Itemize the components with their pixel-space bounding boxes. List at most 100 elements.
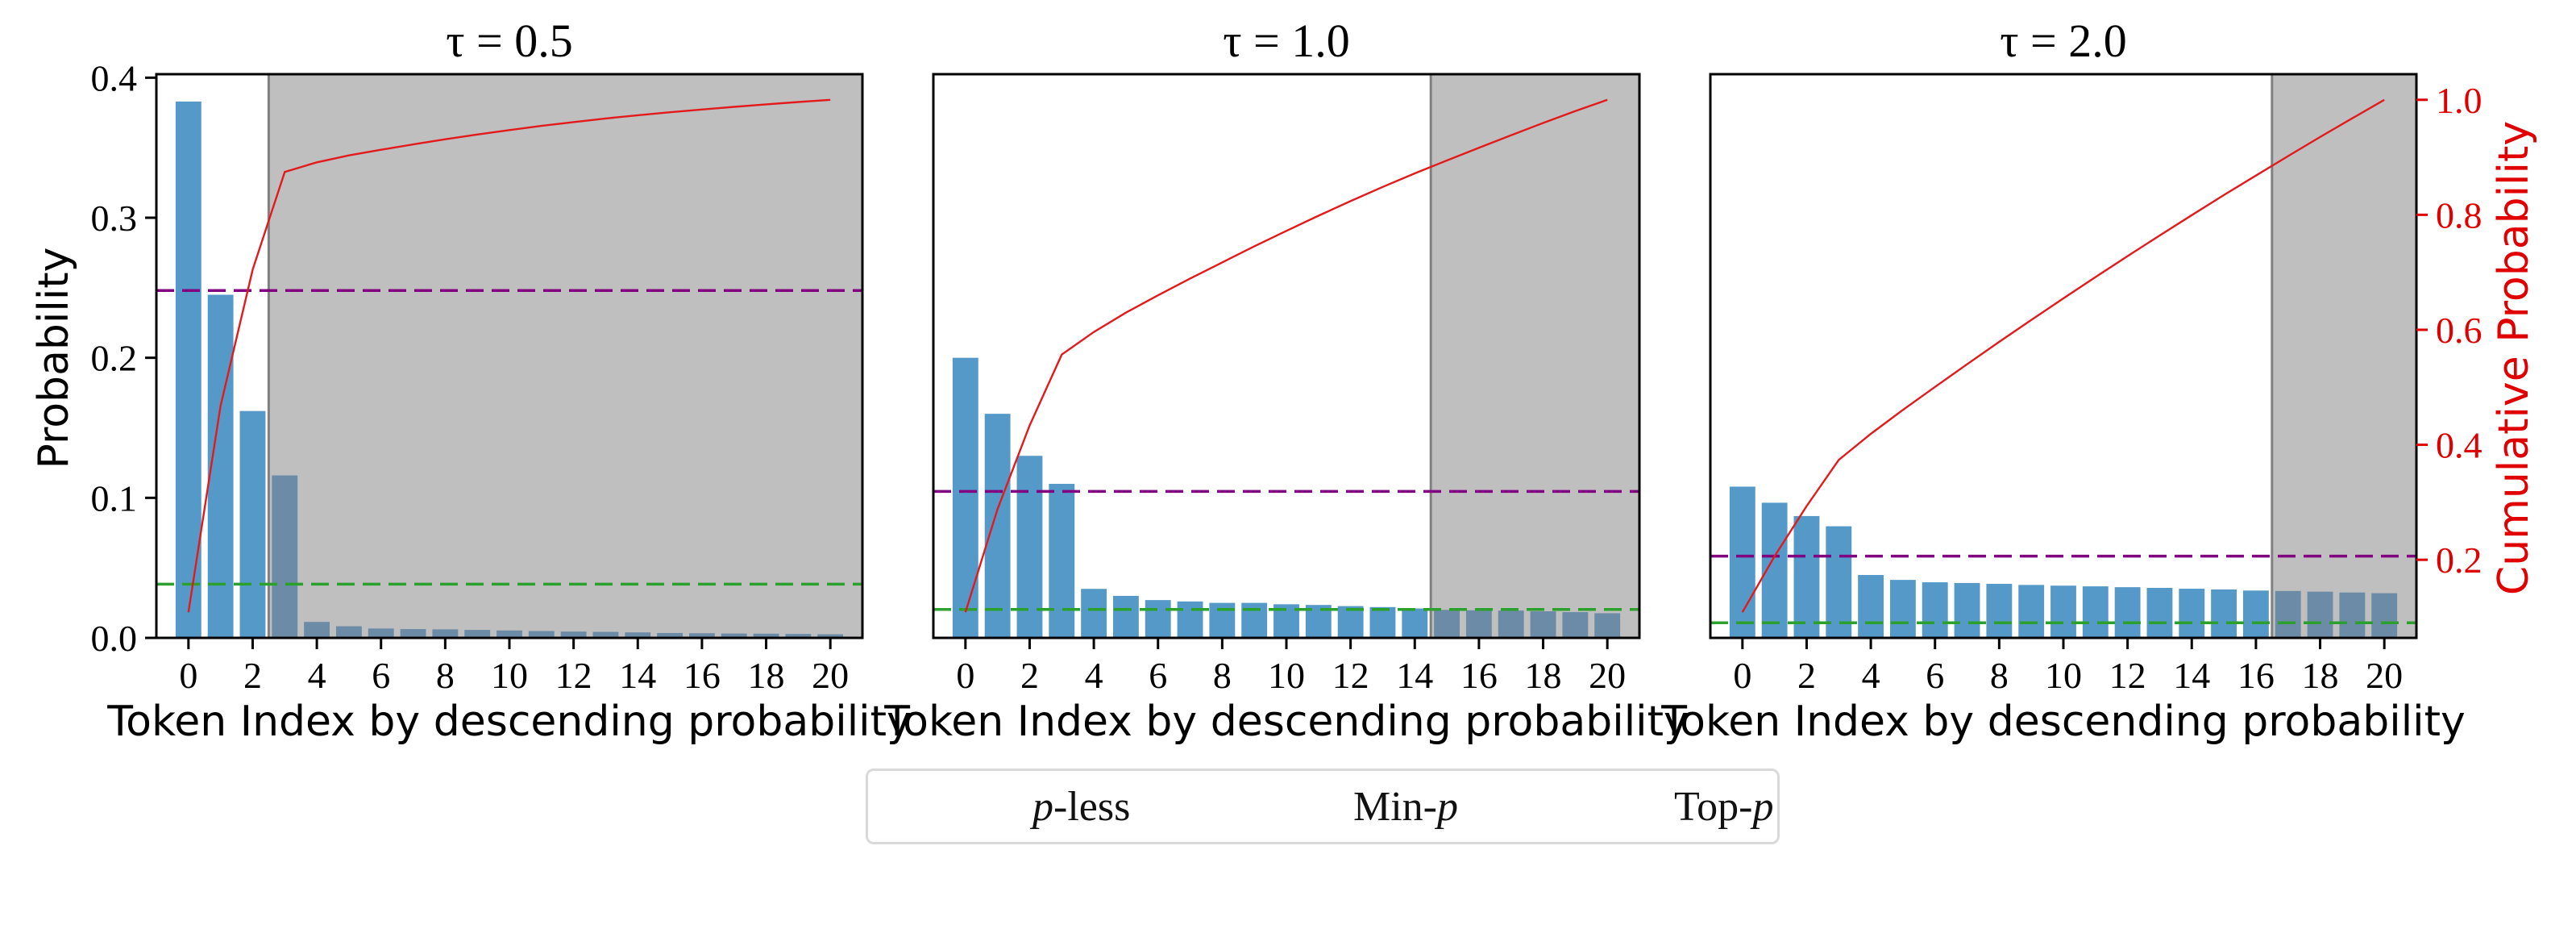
bar: [175, 101, 202, 638]
x-tick-label: 10: [1268, 655, 1305, 696]
bar: [2018, 585, 2045, 638]
x-tick-label: 10: [2045, 655, 2082, 696]
x-tick-label: 8: [1990, 655, 2009, 696]
legend-label-top-p: Top-p: [1674, 783, 1774, 830]
plot-area: [933, 74, 1639, 638]
x-tick-label: 10: [491, 655, 528, 696]
panel-title: τ = 1.0: [1223, 15, 1350, 67]
y-tick-label: 0.3: [91, 198, 138, 239]
legend-item-p-less: p-less: [886, 771, 1130, 842]
x-tick-label: 12: [2109, 655, 2146, 696]
x-tick-label: 14: [2173, 655, 2210, 696]
x-tick-label: 12: [555, 655, 592, 696]
x-tick-label: 8: [436, 655, 455, 696]
bar: [1729, 486, 1755, 638]
bar: [625, 632, 651, 638]
x-tick-label: 4: [308, 655, 326, 696]
bar: [1434, 610, 1460, 638]
bar: [432, 629, 459, 638]
bar: [1922, 582, 1948, 638]
top-p-excluded-region: [268, 74, 862, 638]
x-tick-label: 18: [748, 655, 785, 696]
legend: p-less Min-p Top-p: [866, 769, 1780, 844]
bar: [272, 475, 298, 638]
x-tick-label: 4: [1862, 655, 1880, 696]
x-tick-label: 12: [1332, 655, 1369, 696]
bar: [1016, 456, 1043, 638]
x-tick-label: 16: [2237, 655, 2275, 696]
bar: [560, 631, 587, 638]
bar: [817, 634, 844, 638]
right-y-tick-label: 1.0: [2436, 80, 2483, 121]
x-tick-label: 20: [1589, 655, 1626, 696]
bar: [753, 633, 779, 638]
bar: [1530, 611, 1556, 638]
bar: [1402, 608, 1428, 638]
y-tick-label: 0.0: [91, 618, 138, 659]
x-tick-label: 0: [956, 655, 974, 696]
bar: [1081, 589, 1107, 638]
bar: [2114, 587, 2141, 638]
bar: [721, 633, 747, 638]
legend-label-min-p: Min-p: [1353, 783, 1458, 830]
bar: [952, 357, 978, 638]
plot-area: [1710, 74, 2416, 638]
panel-title: τ = 2.0: [2000, 15, 2127, 67]
x-tick-label: 6: [1926, 655, 1944, 696]
right-y-tick-label: 0.6: [2436, 310, 2483, 351]
x-axis-label: Token Index by descending probability: [883, 698, 1689, 746]
bar: [1145, 600, 1171, 638]
x-tick-label: 2: [1797, 655, 1816, 696]
bar: [528, 631, 555, 638]
bar: [1369, 606, 1396, 638]
y-axis-label: Probability: [30, 248, 78, 469]
bar: [688, 633, 715, 638]
x-tick-label: 20: [2366, 655, 2403, 696]
cumulative-probability-line: [187, 98, 831, 613]
bar: [368, 628, 394, 638]
bar: [335, 626, 362, 638]
plot-area: [156, 74, 862, 638]
bar: [400, 629, 426, 638]
bar: [464, 630, 491, 638]
bar: [2339, 592, 2366, 638]
x-tick-label: 16: [1460, 655, 1498, 696]
right-y-tick-label: 0.2: [2436, 539, 2483, 581]
x-tick-label: 14: [619, 655, 656, 696]
x-tick-label: 18: [1525, 655, 1562, 696]
x-axis-label: Token Index by descending probability: [1660, 698, 2466, 746]
bar: [2275, 590, 2301, 638]
bar: [2179, 589, 2205, 638]
x-tick-label: 2: [243, 655, 262, 696]
bar: [657, 632, 683, 638]
cumulative-probability-line: [964, 98, 1608, 613]
bar: [785, 634, 812, 638]
x-tick-label: 2: [1020, 655, 1039, 696]
bar: [1889, 580, 1916, 638]
bar: [2082, 586, 2109, 638]
legend-label-p-less: p-less: [1032, 783, 1131, 830]
legend-item-top-p: Top-p: [1527, 771, 1773, 842]
right-y-tick-label: 0.4: [2436, 425, 2483, 466]
bar: [2146, 588, 2173, 638]
x-tick-label: 4: [1085, 655, 1103, 696]
x-tick-label: 18: [2302, 655, 2339, 696]
x-axis-label: Token Index by descending probability: [106, 698, 912, 746]
x-tick-label: 14: [1396, 655, 1433, 696]
x-tick-label: 6: [1149, 655, 1167, 696]
x-tick-label: 20: [812, 655, 849, 696]
right-y-axis-label: Cumulative Probability: [2490, 121, 2538, 595]
bar: [1465, 610, 1492, 638]
bar: [1562, 612, 1589, 638]
bar: [1337, 606, 1364, 638]
bar: [2242, 590, 2269, 638]
legend-item-min-p: Min-p: [1207, 771, 1458, 842]
bar: [304, 622, 330, 638]
bar: [2050, 585, 2076, 638]
x-tick-label: 16: [683, 655, 721, 696]
bar: [239, 410, 266, 638]
